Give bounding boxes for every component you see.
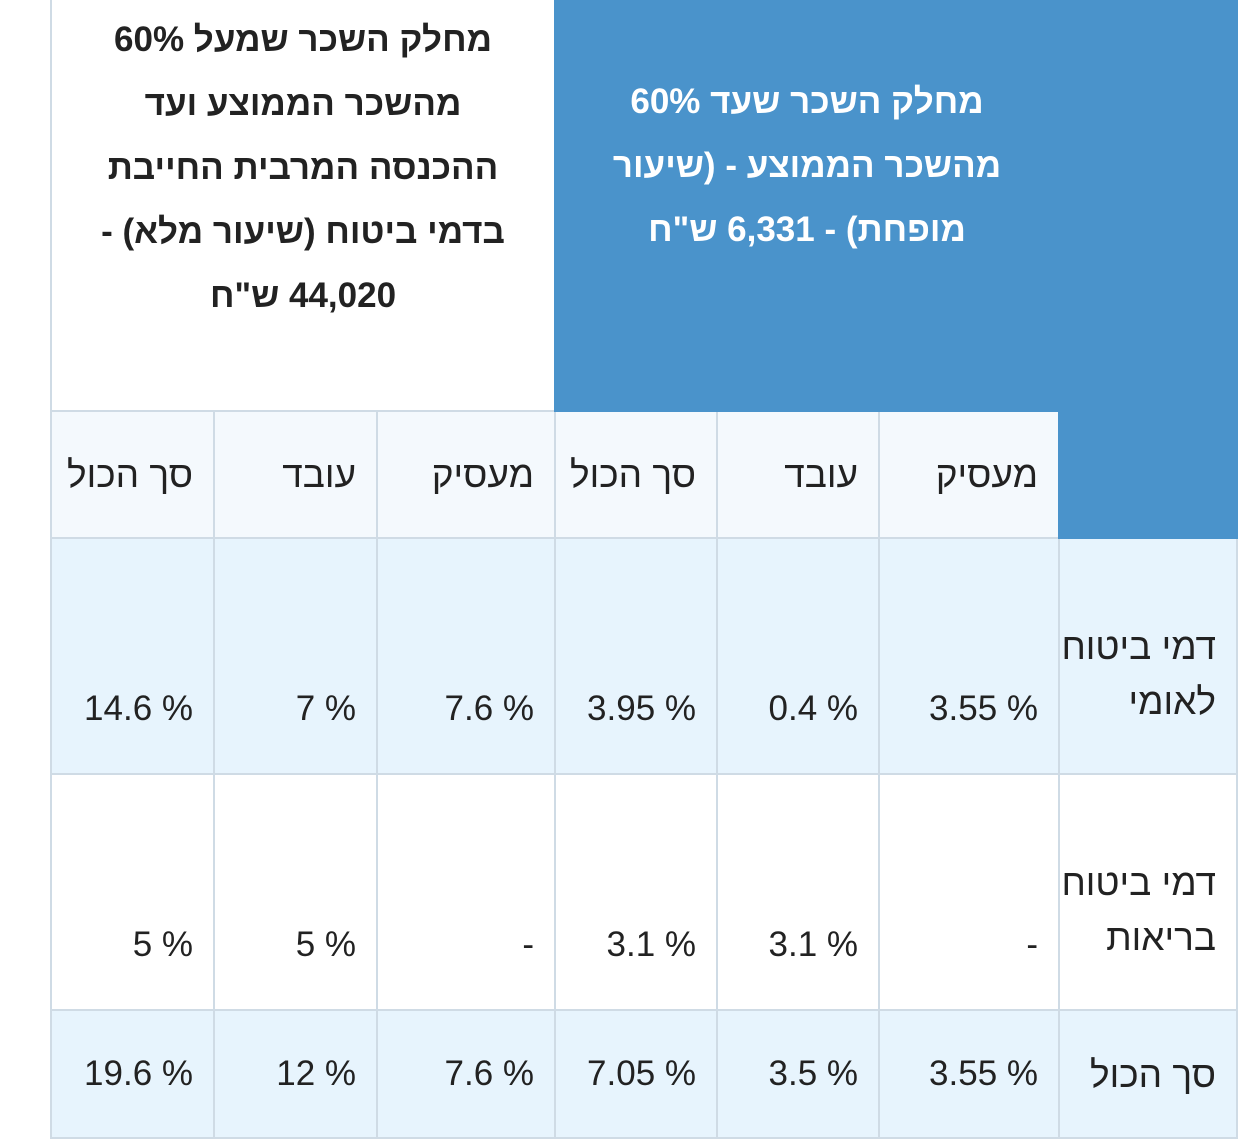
cell-reduced-employee: 3.5 % [716, 1009, 881, 1139]
cell-reduced-employer: - [878, 773, 1061, 1011]
cell-value: 3.5 % [768, 1054, 859, 1093]
cell-value: 19.6 % [84, 1054, 194, 1093]
cell-value: - [1026, 925, 1039, 964]
cell-value: 3.55 % [929, 689, 1039, 728]
full-rate-header-text: מחלק השכר שמעל 60% מהשכר הממוצע ועד ההכנ… [101, 20, 505, 315]
cell-full-employee: 12 % [213, 1009, 379, 1139]
cell-value: - [522, 925, 535, 964]
cell-full-total: 14.6 % [49, 537, 216, 775]
cell-value: 3.95 % [587, 689, 697, 728]
table-row-health-insurance: דמי ביטוח בריאות - 3.1 % 3.1 % - 5 % 5 % [49, 773, 1239, 1011]
row-label-health-insurance: דמי ביטוח בריאות [1058, 773, 1239, 1011]
cell-reduced-employee: 0.4 % [716, 537, 881, 775]
cell-value: 3.1 % [768, 925, 859, 964]
subheader-reduced-employee: עובד [716, 410, 881, 539]
insurance-rates-table: מחלק השכר שעד 60% מהשכר הממוצע - (שיעור … [49, 0, 1239, 1139]
cell-reduced-employer: 3.55 % [878, 1009, 1061, 1139]
cell-value: 14.6 % [84, 689, 194, 728]
cell-full-total: 5 % [49, 773, 216, 1011]
subheader-reduced-employer: מעסיק [878, 410, 1061, 539]
cell-reduced-total: 3.1 % [554, 773, 719, 1011]
reduced-rate-header: מחלק השכר שעד 60% מהשכר הממוצע - (שיעור … [554, 0, 1061, 412]
subheader-row: מעסיק עובד סך הכול מעסיק עובד סך הכול [49, 410, 1237, 539]
full-rate-header: מחלק השכר שמעל 60% מהשכר הממוצע ועד ההכנ… [49, 0, 557, 412]
table-row-total: סך הכול 3.55 % 3.5 % 7.05 % 7.6 % 12 % 1… [49, 1009, 1239, 1139]
table-row-national-insurance: דמי ביטוח לאומי 3.55 % 0.4 % 3.95 % 7.6 … [49, 537, 1239, 775]
cell-full-total: 19.6 % [49, 1009, 216, 1139]
subheader-reduced-total: סך הכול [554, 410, 719, 539]
cell-value: 5 % [132, 925, 194, 964]
subheader-full-total: סך הכול [49, 410, 216, 539]
cell-value: 3.1 % [606, 925, 697, 964]
cell-value: 7.6 % [444, 689, 535, 728]
header-corner-cell [1058, 0, 1239, 539]
row-label-total: סך הכול [1058, 1009, 1239, 1139]
cell-value: 5 % [295, 925, 357, 964]
cell-full-employee: 7 % [213, 537, 379, 775]
cell-value: 7 % [295, 689, 357, 728]
cell-reduced-employee: 3.1 % [716, 773, 881, 1011]
cell-full-employer: - [376, 773, 557, 1011]
reduced-rate-header-text: מחלק השכר שעד 60% מהשכר הממוצע - (שיעור … [612, 82, 1002, 249]
cell-value: 0.4 % [768, 689, 859, 728]
row-label-national-insurance: דמי ביטוח לאומי [1058, 537, 1239, 775]
cell-value: 7.05 % [587, 1054, 697, 1093]
cell-reduced-employer: 3.55 % [878, 537, 1061, 775]
cell-reduced-total: 3.95 % [554, 537, 719, 775]
header-row: מחלק השכר שעד 60% מהשכר הממוצע - (שיעור … [49, 0, 1239, 539]
cell-value: 3.55 % [929, 1054, 1039, 1093]
subheader-full-employer: מעסיק [376, 410, 557, 539]
cell-reduced-total: 7.05 % [554, 1009, 719, 1139]
cell-value: 12 % [276, 1054, 357, 1093]
cell-full-employer: 7.6 % [376, 537, 557, 775]
subheader-full-employee: עובד [213, 410, 379, 539]
cell-full-employee: 5 % [213, 773, 379, 1011]
cell-value: 7.6 % [444, 1054, 535, 1093]
cell-full-employer: 7.6 % [376, 1009, 557, 1139]
